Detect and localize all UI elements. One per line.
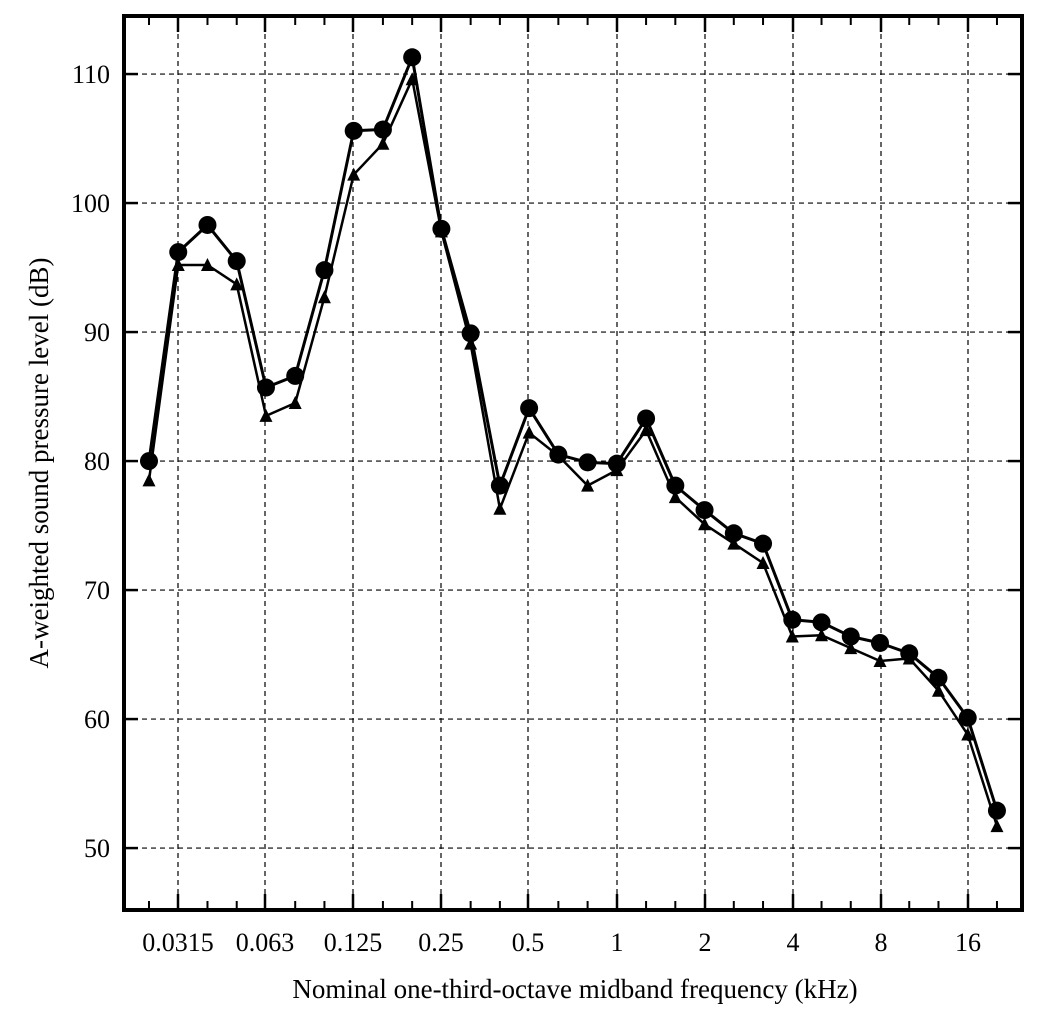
y-tick-label: 80 xyxy=(84,447,110,476)
y-tick-label: 70 xyxy=(84,576,110,605)
x-tick-label: 0.063 xyxy=(236,928,295,957)
triangle-series xyxy=(142,72,1004,833)
x-tick-label: 16 xyxy=(955,928,981,957)
circle-marker xyxy=(520,399,539,418)
triangle-marker xyxy=(200,257,214,271)
x-tick-label: 0.25 xyxy=(418,928,464,957)
triangle-marker xyxy=(756,555,770,569)
triangle-marker xyxy=(171,257,185,271)
y-tick-label: 60 xyxy=(84,705,110,734)
circle-marker xyxy=(286,366,305,385)
circle-marker xyxy=(724,524,743,543)
triangle-marker xyxy=(142,473,156,487)
triangle-marker xyxy=(376,136,390,150)
triangle-marker xyxy=(434,224,448,238)
circle-marker xyxy=(871,633,889,652)
circle-series xyxy=(140,48,1006,820)
triangle-marker xyxy=(288,396,302,410)
triangle-marker xyxy=(961,727,975,741)
circle-marker xyxy=(140,452,158,471)
circle-marker xyxy=(754,534,773,553)
x-tick-label: 2 xyxy=(699,928,712,957)
triangle-marker xyxy=(902,651,916,665)
x-tick-label: 4 xyxy=(787,928,800,957)
series-line xyxy=(147,55,999,812)
circle-marker xyxy=(695,501,714,520)
triangle-marker xyxy=(931,683,945,697)
y-tick-label: 50 xyxy=(84,834,110,863)
circle-marker xyxy=(812,613,831,632)
circle-marker xyxy=(666,476,685,495)
circle-marker xyxy=(169,243,188,262)
triangle-marker xyxy=(815,628,829,642)
circle-marker xyxy=(578,453,597,472)
circle-marker xyxy=(841,627,860,646)
triangle-marker xyxy=(990,819,1004,833)
x-tick-label: 0.125 xyxy=(324,928,383,957)
triangle-marker xyxy=(581,478,595,492)
y-tick-label: 110 xyxy=(72,60,110,89)
triangle-marker xyxy=(464,336,478,350)
plot-frame xyxy=(122,14,1024,912)
triangle-marker xyxy=(873,654,887,668)
circle-marker xyxy=(958,708,977,727)
x-tick-label: 0.5 xyxy=(512,928,545,957)
axis-ticks xyxy=(124,16,1022,910)
x-tick-label: 0.0315 xyxy=(142,928,214,957)
circle-marker xyxy=(344,121,363,140)
data-series xyxy=(140,48,1006,833)
x-tick-label: 1 xyxy=(611,928,624,957)
triangle-marker xyxy=(347,167,361,181)
x-axis-title: Nominal one-third-octave midband frequen… xyxy=(292,974,857,1004)
circle-marker xyxy=(929,668,948,687)
triangle-marker xyxy=(785,629,799,643)
circle-marker xyxy=(637,409,656,428)
triangle-marker xyxy=(522,425,536,439)
triangle-marker xyxy=(551,448,565,462)
y-tick-label: 100 xyxy=(71,189,110,218)
triangle-marker xyxy=(405,72,419,86)
y-axis-title: A-weighted sound pressure level (dB) xyxy=(24,258,54,669)
triangle-marker xyxy=(610,463,624,477)
triangle-marker xyxy=(727,536,741,550)
x-tick-labels: 0.0315 0.063 0.125 0.25 0.5 1 2 4 8 16 xyxy=(142,928,981,957)
circle-marker xyxy=(403,48,422,67)
triangle-marker xyxy=(668,490,682,504)
triangle-marker xyxy=(493,501,507,515)
x-tick-label: 8 xyxy=(875,928,888,957)
circle-marker xyxy=(227,252,246,271)
series-line xyxy=(147,77,999,827)
triangle-marker xyxy=(698,517,712,531)
y-tick-label: 90 xyxy=(84,318,110,347)
triangle-marker xyxy=(844,641,858,655)
triangle-marker xyxy=(639,423,653,437)
triangle-marker xyxy=(317,290,331,304)
triangle-marker xyxy=(230,277,244,291)
triangle-marker xyxy=(259,408,273,422)
grid-lines xyxy=(124,16,1022,910)
y-tick-labels: 50 60 70 80 90 100 110 xyxy=(71,60,110,863)
circle-marker xyxy=(198,215,217,234)
